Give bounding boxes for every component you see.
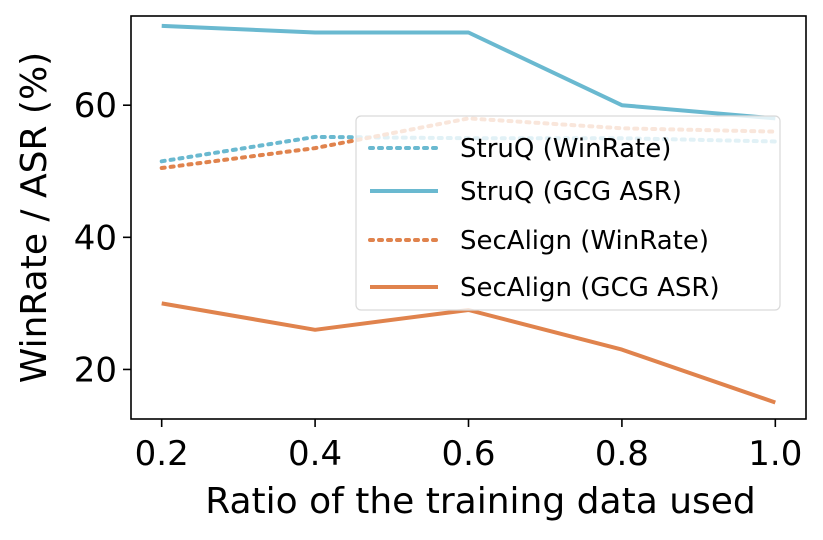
x-axis-label: Ratio of the training data used [205,481,756,522]
x-tick-label: 0.2 [135,434,189,474]
y-tick-label: 20 [74,350,117,390]
legend-label-struq-winrate: StruQ (WinRate) [460,134,671,164]
legend-frame [355,115,781,311]
x-tick-label: 0.8 [595,434,649,474]
y-axis-label: WinRate / ASR (%) [14,52,55,383]
x-tick-label: 1.0 [748,434,802,474]
axes-layer: 0.2 0.4 0.6 0.8 1.0 20 40 60 Ratio of the traini… [14,15,807,522]
legend-label-struq-gcg-asr: StruQ (GCG ASR) [460,177,682,207]
y-tick-label: 60 [74,86,117,126]
legend: StruQ (WinRate) StruQ (GCG ASR) SecAlign… [355,115,781,311]
x-tick-label: 0.4 [288,434,342,474]
series-line-struq-gcg-asr [161,23,776,121]
x-tick-label: 0.6 [441,434,495,474]
series-line-secalign-gcg-asr [161,301,776,405]
legend-label-secalign-winrate: SecAlign (WinRate) [460,226,709,256]
y-tick-label: 40 [74,218,117,258]
legend-label-secalign-gcg-asr: SecAlign (GCG ASR) [460,273,720,303]
